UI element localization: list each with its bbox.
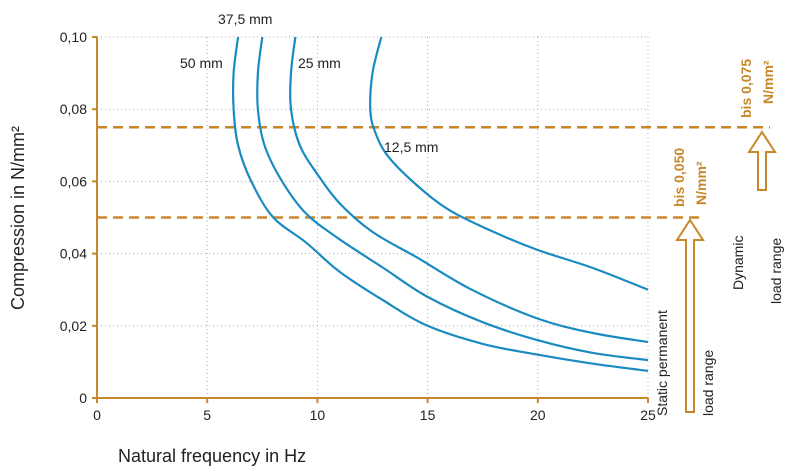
series-line-0 — [231, 36, 649, 372]
static-range-arrow — [675, 218, 705, 413]
curve-label-25mm: 25 mm — [298, 55, 341, 71]
y-tick-label-3: 0,06 — [60, 173, 87, 189]
y-tick-label-1: 0,02 — [60, 318, 87, 334]
series-line-2 — [289, 36, 649, 344]
x-tick-label-0: 0 — [93, 407, 101, 423]
x-tick-label-2: 10 — [310, 407, 326, 423]
series-line-3 — [369, 36, 649, 291]
curve-label-50mm: 50 mm — [180, 55, 223, 71]
labels: Natural frequency in Hz Compression in N… — [8, 126, 306, 466]
series-line-1 — [256, 36, 649, 362]
threshold-0075-label-top: bis 0,075 — [738, 59, 754, 118]
static-range-label-1: Static permanent — [654, 310, 670, 416]
threshold-0075-label-bottom: N/mm² — [760, 60, 776, 104]
x-tick-label-3: 15 — [420, 407, 436, 423]
threshold-0050-label-top: bis 0,050 — [671, 148, 687, 207]
dynamic-range-arrow — [747, 130, 777, 191]
curve-label-12-5mm: 12,5 mm — [384, 139, 438, 155]
curve-labels: 37,5 mm 50 mm 25 mm 12,5 mm — [180, 11, 438, 155]
y-tick-label-0: 0 — [79, 390, 87, 406]
y-axis-label: Compression in N/mm² — [8, 126, 28, 310]
curves — [231, 36, 649, 372]
curve-label-37-5mm: 37,5 mm — [218, 11, 272, 27]
ticks: 0 5 10 15 20 25 0 0,02 0,04 0,06 0,08 0,10 — [60, 29, 656, 423]
x-tick-label-1: 5 — [203, 407, 211, 423]
y-tick-label-5: 0,10 — [60, 29, 87, 45]
x-tick-label-5: 25 — [640, 407, 656, 423]
range-annotations: bis 0,075 N/mm² bis 0,050 N/mm² Dynamic … — [654, 59, 784, 416]
y-tick-label-4: 0,08 — [60, 101, 87, 117]
dynamic-range-label-2: load range — [768, 238, 784, 304]
y-tick-label-2: 0,04 — [60, 246, 87, 262]
threshold-0050-label-bottom: N/mm² — [693, 161, 709, 205]
axes — [96, 37, 648, 399]
dynamic-range-label-1: Dynamic — [730, 236, 746, 290]
x-tick-label-4: 20 — [530, 407, 546, 423]
x-axis-label: Natural frequency in Hz — [118, 446, 306, 466]
static-range-label-2: load range — [700, 350, 716, 416]
threshold-lines — [97, 126, 770, 219]
